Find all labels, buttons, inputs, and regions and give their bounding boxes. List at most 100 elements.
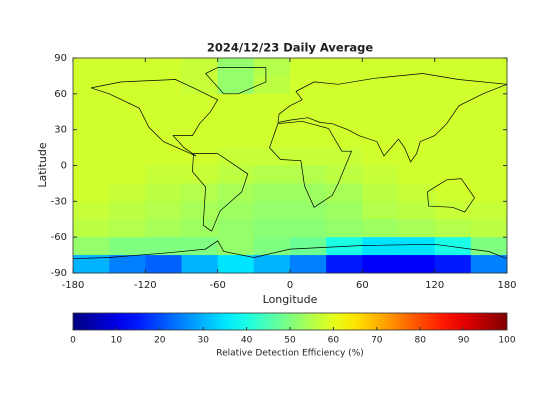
y-tick-label: 30: [54, 125, 67, 136]
heat-cell: [290, 219, 327, 238]
heat-cell: [145, 183, 182, 202]
heat-cell: [434, 129, 472, 149]
heat-cell: [434, 58, 472, 77]
heat-cell: [145, 58, 182, 77]
heat-cell: [73, 147, 110, 166]
colorbar-tick-label: 60: [328, 336, 340, 346]
heat-cell: [290, 147, 327, 166]
heat-cell: [470, 58, 508, 77]
heat-cell: [109, 129, 146, 149]
heat-cell: [434, 165, 472, 184]
heat-cell: [253, 129, 291, 149]
heat-cell: [181, 219, 219, 238]
heat-cell: [326, 58, 363, 77]
colorbar-tick-label: 80: [414, 336, 426, 346]
heat-cell: [398, 58, 436, 77]
heat-cell: [109, 111, 146, 131]
heat-cell: [253, 201, 291, 220]
heat-cell: [73, 93, 110, 113]
heat-cell: [73, 255, 110, 274]
heat-cell: [217, 183, 255, 202]
heat-cell: [470, 255, 508, 274]
heat-cell: [217, 58, 255, 77]
heat-cell: [145, 111, 182, 131]
heat-cell: [253, 111, 291, 131]
heat-cell: [326, 219, 363, 238]
coastline: [72, 240, 508, 260]
heat-cell: [326, 183, 363, 202]
heat-cell: [253, 165, 291, 184]
heat-cell: [217, 255, 255, 274]
heat-cell: [217, 111, 255, 131]
heat-cell: [181, 201, 219, 220]
x-tick-label: -120: [134, 280, 157, 291]
heat-cell: [434, 201, 472, 220]
x-tick-label: 0: [287, 280, 293, 291]
heat-cell: [109, 165, 146, 184]
heat-cell: [217, 165, 255, 184]
heat-cell: [398, 93, 436, 113]
heat-cell: [434, 147, 472, 166]
heat-cell: [398, 129, 436, 149]
heat-cell: [434, 255, 472, 274]
heat-cell: [253, 147, 291, 166]
heat-cell: [398, 147, 436, 166]
heat-cell: [362, 201, 399, 220]
heat-cell: [145, 75, 182, 95]
heat-cell: [109, 183, 146, 202]
y-tick-label: 90: [54, 53, 67, 64]
heat-cell: [253, 75, 291, 95]
heat-cell: [217, 75, 255, 95]
heat-cell: [73, 201, 110, 220]
heat-cell: [326, 111, 363, 131]
colorbar-tick-label: 70: [371, 336, 383, 346]
heat-cell: [181, 75, 219, 95]
heat-cell: [398, 111, 436, 131]
heat-cell: [290, 58, 327, 77]
heat-cell: [217, 93, 255, 113]
heat-cell: [290, 201, 327, 220]
heat-cell: [398, 219, 436, 238]
heat-cell: [362, 255, 399, 274]
colorbar-tick-label: 20: [154, 336, 166, 346]
heat-cell: [398, 237, 436, 256]
heat-cell: [253, 255, 291, 274]
heat-cell: [470, 183, 508, 202]
heat-cell: [470, 165, 508, 184]
heat-cell: [362, 219, 399, 238]
heat-cell: [181, 147, 219, 166]
y-axis-label: Latitude: [36, 142, 49, 188]
heat-cell: [145, 129, 182, 149]
x-tick-label: 120: [425, 280, 444, 291]
heat-cell: [470, 219, 508, 238]
heat-cell: [109, 219, 146, 238]
heat-cell: [253, 183, 291, 202]
heat-cell: [434, 219, 472, 238]
heat-cell: [434, 237, 472, 256]
heat-cell: [470, 129, 508, 149]
colorbar-tick-label: 0: [70, 336, 76, 346]
heat-cell: [470, 93, 508, 113]
heat-cell: [109, 58, 146, 77]
heat-cell: [398, 75, 436, 95]
coastline: [269, 120, 353, 208]
heat-cell: [326, 255, 363, 274]
heat-cell: [145, 219, 182, 238]
heat-cell: [145, 237, 182, 256]
heat-cell: [398, 201, 436, 220]
heat-cell: [398, 255, 436, 274]
heat-cell: [434, 111, 472, 131]
heat-cell: [398, 165, 436, 184]
heat-cell: [326, 75, 363, 95]
colorbar-tick-label: 40: [241, 336, 253, 346]
heat-cell: [73, 219, 110, 238]
heat-cell: [362, 111, 399, 131]
heat-cell: [145, 93, 182, 113]
chart-title: 2024/12/23 Daily Average: [207, 41, 374, 55]
coastline: [90, 79, 219, 157]
heat-cell: [326, 93, 363, 113]
heat-cell: [398, 183, 436, 202]
x-tick-label: 60: [356, 280, 369, 291]
